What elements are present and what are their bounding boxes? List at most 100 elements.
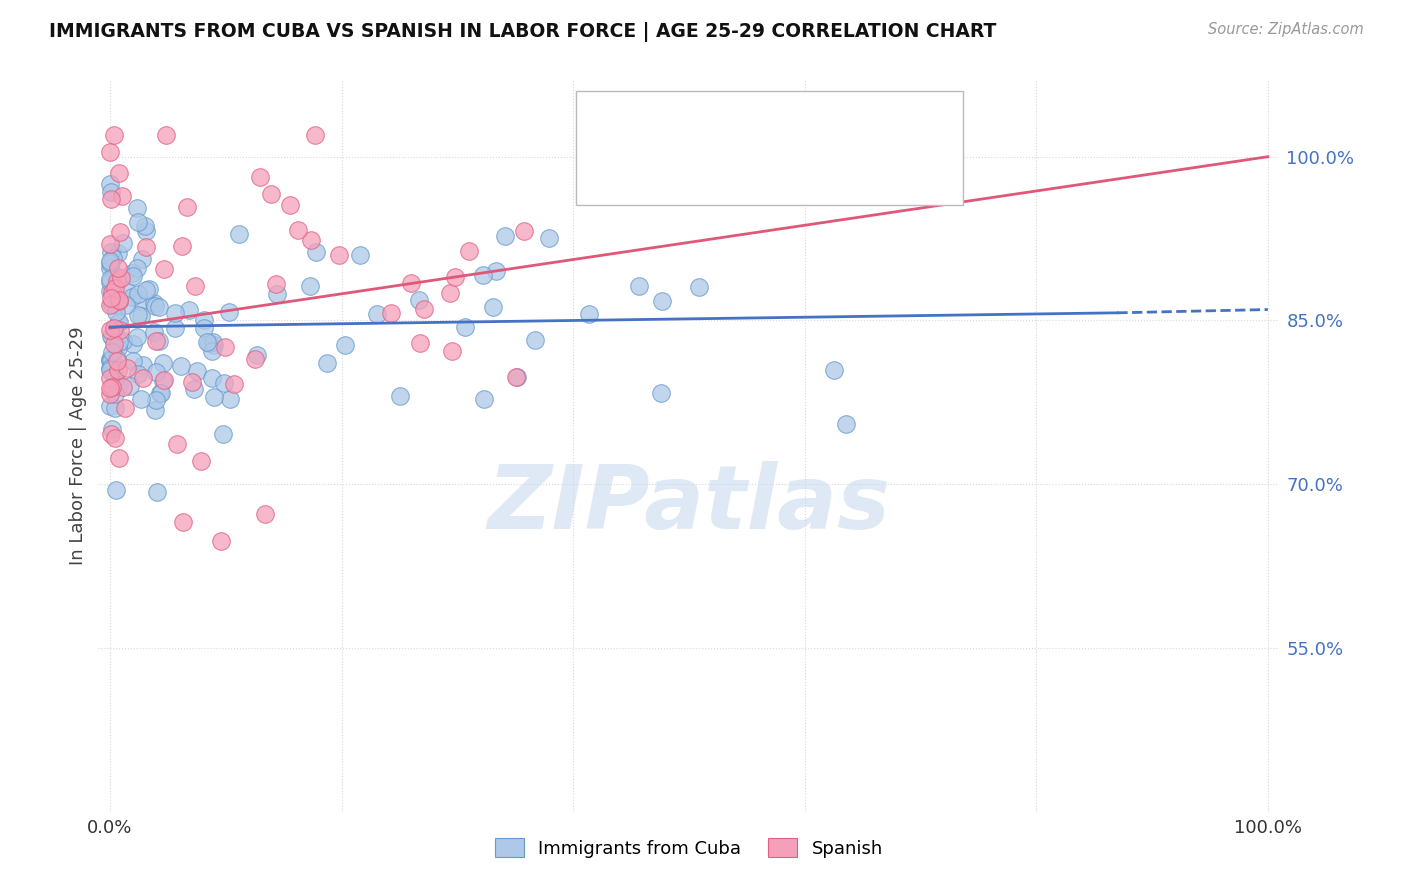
Point (152, 356, 174, 370)
Point (287, 223, 309, 237)
Point (135, 224, 157, 238)
Point (388, 389, 411, 403)
Point (101, 330, 124, 344)
Point (575, 128, 598, 142)
Point (482, 301, 505, 315)
Point (219, 392, 242, 406)
Point (98, 322, 121, 336)
Point (184, 279, 207, 293)
Point (471, 268, 494, 282)
Point (105, 274, 128, 288)
Point (163, 321, 186, 335)
Point (484, 264, 506, 278)
Point (100, 185, 122, 199)
Point (132, 359, 155, 373)
Point (149, 385, 172, 400)
Point (125, 260, 148, 275)
Point (209, 534, 232, 549)
Point (98, 386, 121, 401)
Point (305, 244, 328, 259)
Point (105, 352, 128, 367)
Point (190, 454, 212, 468)
Point (115, 284, 138, 298)
Point (134, 219, 156, 234)
Point (505, 369, 527, 384)
Point (177, 303, 200, 318)
Point (444, 269, 467, 284)
Point (108, 378, 131, 392)
Point (107, 342, 129, 356)
Point (143, 403, 166, 417)
Point (100, 345, 122, 359)
Point (100, 360, 122, 375)
Point (101, 285, 124, 299)
Legend: Immigrants from Cuba, Spanish: Immigrants from Cuba, Spanish (488, 830, 890, 865)
Point (129, 294, 152, 309)
Point (100, 192, 122, 206)
Point (100, 297, 122, 311)
Point (153, 261, 176, 276)
Point (513, 224, 536, 238)
Point (228, 227, 250, 241)
Point (110, 270, 132, 285)
Point (260, 186, 283, 201)
Point (835, 417, 858, 432)
Point (98, 177, 121, 191)
Point (148, 300, 170, 314)
Point (202, 338, 225, 352)
Point (100, 381, 122, 395)
Point (366, 307, 388, 321)
Point (103, 368, 125, 383)
Point (122, 354, 145, 368)
Point (108, 315, 131, 329)
Point (121, 266, 143, 280)
Point (104, 401, 127, 416)
Point (145, 365, 167, 379)
Point (135, 284, 157, 298)
Point (105, 354, 128, 368)
Point (98, 272, 121, 286)
Text: 121: 121 (762, 135, 803, 154)
Point (104, 298, 127, 312)
Point (127, 286, 149, 301)
Point (108, 226, 131, 240)
Point (145, 334, 167, 349)
Point (98, 399, 121, 413)
Point (100, 426, 122, 441)
Point (100, 362, 122, 376)
Point (458, 244, 481, 258)
Point (129, 392, 152, 407)
Point (132, 371, 155, 385)
Point (127, 214, 149, 228)
Point (138, 282, 160, 296)
Point (198, 336, 221, 351)
Point (108, 293, 131, 307)
Point (165, 306, 187, 320)
Point (100, 380, 122, 394)
Point (143, 296, 166, 310)
Point (146, 484, 169, 499)
Point (98, 298, 121, 312)
Point (114, 297, 136, 311)
Point (304, 128, 326, 142)
Point (249, 170, 271, 185)
Point (193, 321, 215, 335)
Point (202, 390, 225, 404)
Point (412, 302, 434, 317)
Point (650, 385, 672, 400)
Point (103, 252, 125, 266)
Point (125, 201, 148, 215)
Point (266, 287, 288, 301)
Text: Source: ZipAtlas.com: Source: ZipAtlas.com (1208, 22, 1364, 37)
Point (121, 290, 143, 304)
Point (107, 260, 129, 275)
Point (218, 305, 240, 319)
Point (494, 229, 516, 244)
Point (152, 373, 174, 387)
Point (100, 291, 122, 305)
Point (170, 359, 193, 373)
Point (254, 507, 277, 521)
Point (537, 231, 560, 245)
Point (380, 306, 402, 320)
Point (98, 371, 121, 385)
